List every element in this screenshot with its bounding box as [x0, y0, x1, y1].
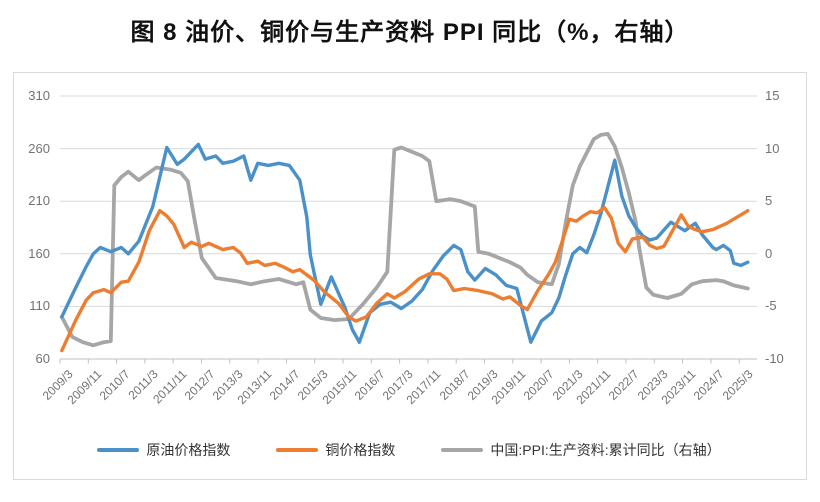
left-axis-tick-label: 310 — [28, 88, 50, 103]
legend-label-copper: 铜价格指数 — [325, 442, 396, 458]
ppi-line-swatch — [441, 448, 484, 452]
left-axis-tick-label: 210 — [28, 193, 50, 209]
right-axis-tick-label: 15 — [765, 88, 780, 103]
left-axis-tick-label: 60 — [35, 351, 50, 366]
legend-item-ppi: 中国:PPI:生产资料:累计同比（右轴） — [441, 440, 721, 460]
right-axis-tick-label: -5 — [765, 298, 777, 314]
right-axis-tick-label: 5 — [765, 193, 773, 209]
left-axis-tick-label: 260 — [28, 140, 50, 156]
chart-frame — [13, 72, 807, 480]
chart-legend: 原油价格指数 铜价格指数 中国:PPI:生产资料:累计同比（右轴） — [13, 440, 805, 460]
legend-item-copper: 铜价格指数 — [276, 440, 395, 460]
legend-label-oil: 原油价格指数 — [146, 442, 231, 458]
chart-title: 图 8 油价、铜价与生产资料 PPI 同比（%，右轴） — [130, 19, 690, 46]
left-axis-tick-label: 160 — [28, 245, 50, 261]
oil-line-swatch — [97, 448, 140, 452]
legend-item-oil: 原油价格指数 — [97, 440, 230, 460]
legend-label-ppi: 中国:PPI:生产资料:累计同比（右轴） — [490, 442, 721, 458]
right-axis-tick-label: 10 — [765, 140, 780, 156]
right-axis-tick-label: 0 — [765, 245, 773, 261]
copper-line-swatch — [276, 448, 319, 452]
left-axis-tick-label: 110 — [29, 298, 50, 314]
right-axis-tick-label: -10 — [765, 351, 784, 366]
